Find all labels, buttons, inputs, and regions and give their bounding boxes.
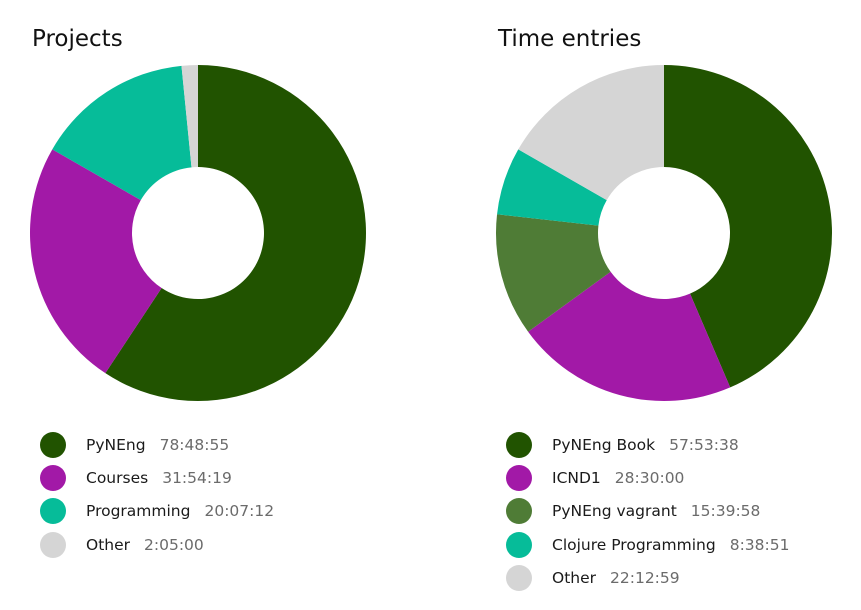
time-entries-title: Time entries <box>498 26 642 52</box>
legend-label: Programming <box>86 502 191 521</box>
legend-item[interactable]: ICND1 28:30:00 <box>506 461 789 494</box>
legend-item[interactable]: PyNEng Book 57:53:38 <box>506 428 789 461</box>
time-entries-legend: PyNEng Book 57:53:38 ICND1 28:30:00 PyNE… <box>506 428 789 594</box>
donut-slice-pyneng-vagrant[interactable] <box>496 214 611 332</box>
donut-slice-other[interactable] <box>181 65 198 168</box>
legend-swatch <box>40 498 66 525</box>
legend-value: 78:48:55 <box>159 435 230 454</box>
legend-swatch <box>506 464 532 491</box>
legend-swatch <box>40 531 66 558</box>
projects-panel: Projects PyNEng 78:48:55 Courses 31:54:1… <box>0 0 400 610</box>
legend-swatch <box>506 564 532 591</box>
legend-value: 20:07:12 <box>204 502 275 521</box>
projects-legend: PyNEng 78:48:55 Courses 31:54:19 Program… <box>40 428 274 561</box>
legend-item[interactable]: PyNEng 78:48:55 <box>40 428 274 461</box>
donut-slice-other[interactable] <box>518 64 664 201</box>
legend-item[interactable]: Courses 31:54:19 <box>40 461 274 494</box>
legend-value: 57:53:38 <box>669 435 739 454</box>
legend-swatch <box>40 464 66 491</box>
legend-label: Other <box>552 568 597 587</box>
projects-title: Projects <box>32 26 123 52</box>
legend-label: PyNEng Book <box>552 435 656 454</box>
legend-value: 15:39:58 <box>690 502 761 521</box>
donut-slice-courses[interactable] <box>30 149 162 374</box>
legend-swatch <box>506 498 532 525</box>
donut-slice-pyneng[interactable] <box>105 65 366 401</box>
time-entries-panel: Time entries PyNEng Book 57:53:38 ICND1 … <box>466 0 861 610</box>
legend-value: 2:05:00 <box>144 535 204 554</box>
legend-label: ICND1 <box>552 468 601 487</box>
legend-swatch <box>506 531 532 558</box>
projects-donut-chart <box>30 65 366 401</box>
legend-label: Other <box>86 535 131 554</box>
legend-label: Clojure Programming <box>552 535 716 554</box>
legend-item[interactable]: Other 2:05:00 <box>40 528 274 561</box>
donut-slice-pyneng-book[interactable] <box>664 65 833 388</box>
legend-swatch <box>506 431 532 458</box>
legend-item[interactable]: Clojure Programming 8:38:51 <box>506 528 789 561</box>
legend-item[interactable]: Other 22:12:59 <box>506 561 789 594</box>
legend-swatch <box>40 431 66 458</box>
legend-value: 31:54:19 <box>162 468 232 487</box>
legend-value: 8:38:51 <box>729 535 790 554</box>
legend-value: 28:30:00 <box>614 468 685 487</box>
legend-label: PyNEng vagrant <box>552 502 677 521</box>
donut-slice-icnd1[interactable] <box>528 271 731 401</box>
legend-label: PyNEng <box>86 435 146 454</box>
donut-slice-clojure-programming[interactable] <box>497 149 607 226</box>
donut-slice-programming[interactable] <box>52 65 192 201</box>
legend-value: 22:12:59 <box>610 568 680 587</box>
legend-item[interactable]: PyNEng vagrant 15:39:58 <box>506 495 789 528</box>
legend-item[interactable]: Programming 20:07:12 <box>40 495 274 528</box>
time-entries-donut-chart <box>496 64 833 401</box>
legend-label: Courses <box>86 468 149 487</box>
